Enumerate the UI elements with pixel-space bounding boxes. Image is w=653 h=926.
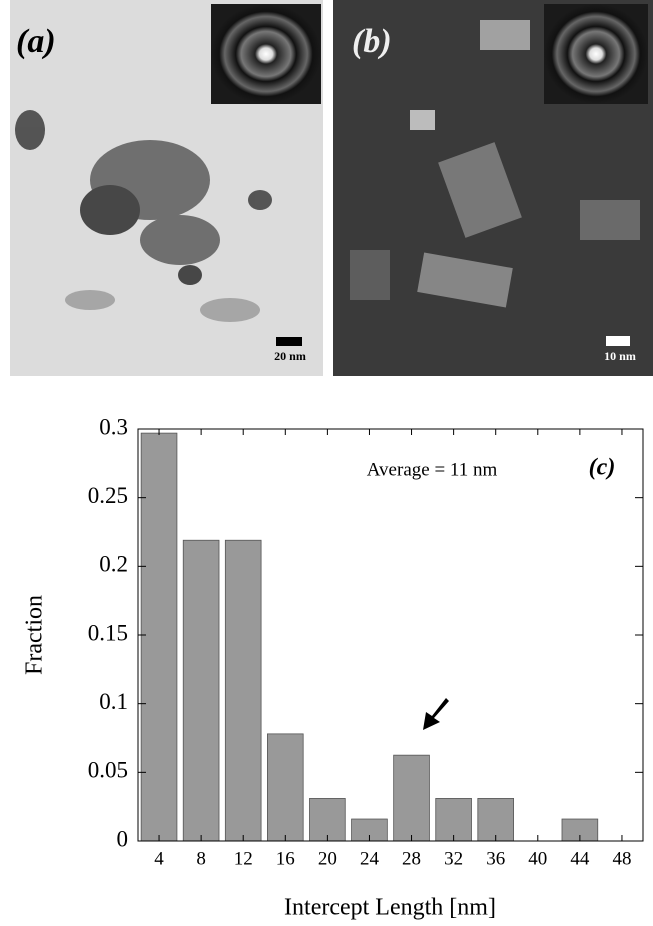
x-tick-label: 36 [486,848,505,869]
bar [267,734,303,841]
x-tick-label: 32 [444,848,463,869]
x-axis-title: Intercept Length [nm] [284,895,496,921]
x-tick-label: 48 [612,848,631,869]
x-tick-label: 24 [360,848,380,869]
bar [394,755,430,841]
scale-bar-label: 20 nm [274,349,306,363]
figure: 20 nm (a) 10 nm (b) Average = 11 nm (c) … [0,0,653,926]
y-axis-title: Fraction [22,595,48,675]
x-tick-label: 40 [528,848,547,869]
panel-label: (c) [589,455,616,481]
x-tick-label: 20 [318,848,337,869]
y-tick-label: 0.2 [99,552,128,577]
bar [478,798,514,841]
x-tick-label: 4 [154,848,164,869]
y-tick-label: 0 [117,826,129,851]
bar [225,540,261,841]
y-tick-label: 0.05 [88,758,128,783]
x-tick-label: 44 [570,848,590,869]
y-tick-label: 0.1 [99,689,128,714]
arrow [423,698,449,730]
bar [183,540,219,841]
micrograph-a: 20 nm (a) [10,0,323,376]
bar [309,798,345,841]
x-tick-label: 8 [196,848,206,869]
x-tick-label: 12 [234,848,253,869]
x-tick-label: 16 [276,848,295,869]
y-tick-label: 0.15 [88,620,128,645]
scale-bar-label: 10 nm [604,349,636,363]
bar [436,798,472,841]
y-tick-label: 0.25 [88,483,128,508]
micrograph-b: 10 nm (b) [333,0,653,376]
y-tick-label: 0.3 [99,414,128,439]
panel-label: (b) [352,23,392,60]
annotation: Average = 11 nm [367,459,498,480]
bar [141,433,177,841]
panel-label: (a) [16,23,56,60]
x-tick-label: 28 [402,848,421,869]
